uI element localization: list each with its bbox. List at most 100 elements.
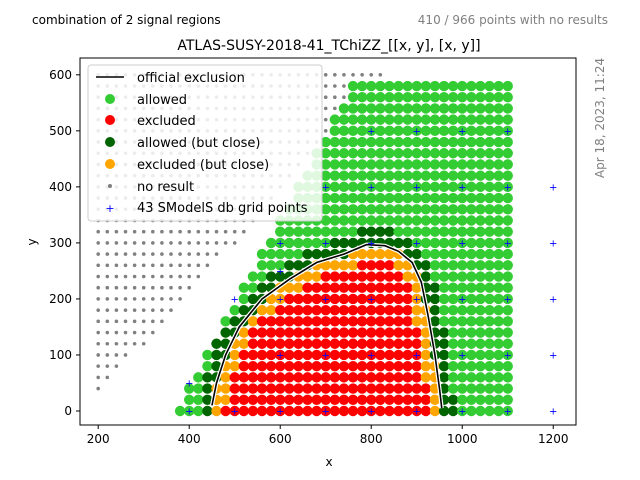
point-allowed [320,226,331,237]
point-allowed [184,405,195,417]
point-excluded [311,360,322,372]
point-allowed [484,383,495,394]
point-allowed [375,170,386,181]
point-allowed [375,136,386,148]
point-allowed [247,282,259,293]
point-allowed [338,204,350,215]
point-excluded [275,372,286,383]
point-allowed [447,293,459,305]
point-no-result [96,297,100,301]
point-allowed [338,159,350,170]
point-allowed [411,237,422,249]
point-no-result [187,263,192,268]
point-excluded-close [429,394,441,405]
point-allowed [420,181,432,193]
point-allowed [302,237,313,249]
point-allowed-close [311,248,322,260]
point-allowed [265,248,277,260]
point-no-result [141,241,146,245]
point-allowed [338,103,350,114]
official-exclusion-line [211,243,443,409]
point-excluded [320,282,331,293]
point-no-result [323,106,328,111]
point-excluded [366,260,377,271]
point-allowed [320,215,331,226]
point-allowed [466,80,477,92]
point-allowed [484,405,495,417]
point-no-result [169,241,173,245]
point-allowed [475,372,486,383]
point-allowed-close [366,226,377,237]
point-allowed [502,237,513,249]
point-excluded [338,327,350,338]
point-allowed [484,181,495,193]
point-allowed [484,80,495,92]
db-grid-point: + [367,294,375,305]
point-allowed [466,92,477,103]
point-allowed [265,237,277,249]
point-excluded [347,271,359,282]
point-allowed [447,383,459,394]
point-allowed [338,215,350,226]
point-allowed [493,92,504,103]
point-allowed [338,114,350,125]
point-excluded [293,383,304,394]
point-allowed [475,80,486,92]
point-allowed [493,192,504,204]
point-allowed [429,114,441,125]
point-allowed [493,136,504,148]
point-excluded [338,316,350,327]
point-allowed [438,237,450,249]
point-allowed [366,181,377,193]
point-allowed [366,192,377,204]
point-allowed [502,383,513,394]
point-allowed [493,338,504,349]
point-no-result [123,263,128,268]
point-excluded [329,338,341,349]
point-excluded [366,338,377,349]
point-no-result [196,274,201,279]
point-allowed [457,204,468,215]
point-allowed [438,192,450,204]
db-grid-point: + [322,182,330,193]
point-allowed [466,204,477,215]
point-excluded [265,405,277,417]
db-grid-point: + [413,182,421,193]
point-allowed [338,136,350,148]
point-allowed [420,226,432,237]
y-tick-label: 100 [49,348,72,362]
point-allowed [347,215,359,226]
db-grid-point: + [458,126,466,137]
point-allowed [229,304,240,316]
point-allowed [366,204,377,215]
point-allowed [375,114,386,125]
point-excluded [329,304,341,316]
y-tick-label: 500 [49,124,72,138]
point-allowed [475,237,486,249]
point-allowed [293,248,304,260]
point-allowed [484,159,495,170]
point-excluded [338,394,350,405]
point-allowed [484,204,495,215]
point-allowed [475,181,486,193]
point-excluded [384,383,395,394]
point-excluded [393,349,404,361]
point-allowed [320,170,331,181]
point-allowed [402,80,413,92]
point-excluded [275,394,286,405]
point-excluded [402,383,413,394]
point-allowed [338,125,350,137]
db-grid-point: + [276,238,284,249]
point-allowed [438,304,450,316]
point-allowed [475,125,486,137]
point-allowed [466,181,477,193]
y-tick-label: 300 [49,236,72,250]
point-allowed [193,394,204,405]
point-excluded-close [220,394,231,405]
point-no-result [123,308,128,312]
point-excluded [265,316,277,327]
point-no-result [141,341,146,346]
point-allowed [411,215,422,226]
point-excluded-close [356,248,368,260]
point-allowed [429,192,441,204]
